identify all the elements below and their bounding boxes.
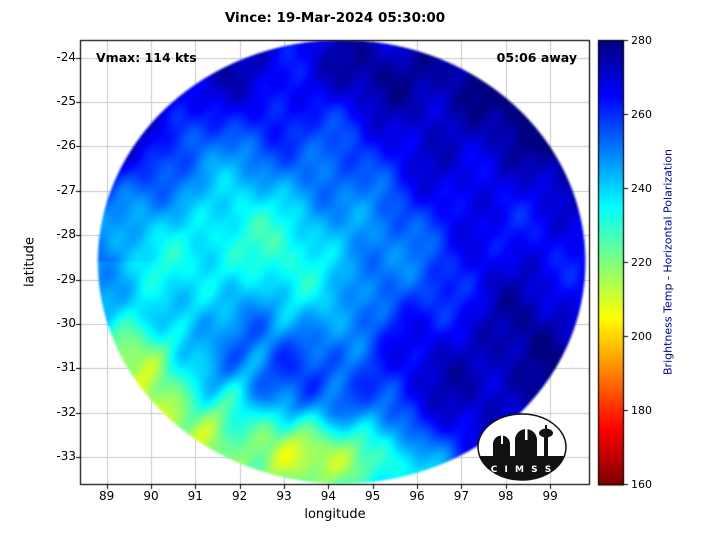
x-tick-label: 95 <box>365 489 381 503</box>
colorbar-tick-label: 220 <box>631 256 652 269</box>
x-tick-label: 99 <box>542 489 558 503</box>
cimss-logo-text: C I M S S <box>491 465 553 475</box>
x-tick-label: 89 <box>98 489 115 503</box>
x-tick-label: 96 <box>409 489 425 503</box>
y-tick-label: -24 <box>56 49 76 64</box>
x-tick-label: 97 <box>453 489 470 503</box>
colorbar-tick-label: 160 <box>631 478 652 491</box>
colorbar-tick-label: 180 <box>631 404 652 417</box>
chart-title: Vince: 19-Mar-2024 05:30:00 <box>224 10 446 26</box>
x-tick-label: 90 <box>143 489 159 503</box>
x-tick-label: 93 <box>276 489 292 503</box>
y-tick-label: -27 <box>56 182 76 197</box>
colorbar-tick-label: 260 <box>631 108 652 121</box>
cimss-logo: C I M S S <box>477 413 567 481</box>
y-tick-labels: -24 -25 -26 -27 -28 -29 -30 -31 -32 -33 <box>40 0 76 540</box>
colorbar-tick-label: 200 <box>631 330 652 343</box>
y-axis-label: latitude <box>22 237 38 287</box>
x-tick-label: 92 <box>232 489 248 503</box>
x-axis-label: longitude <box>304 507 366 522</box>
y-tick-label: -30 <box>56 315 76 330</box>
y-tick-label: -26 <box>56 138 76 153</box>
colorbar-tick-label: 280 <box>631 34 652 47</box>
y-tick-label: -28 <box>56 227 76 242</box>
y-tick-label: -32 <box>56 404 76 419</box>
x-tick-label: 94 <box>320 489 336 503</box>
x-tick-label: 91 <box>187 489 203 503</box>
y-tick-label: -25 <box>56 94 76 109</box>
x-tick-label: 98 <box>498 489 514 503</box>
y-tick-label: -31 <box>56 360 76 375</box>
vmax-annotation: Vmax: 114 kts <box>96 50 197 65</box>
y-tick-label: -29 <box>56 271 76 286</box>
colorbar-tick-label: 240 <box>631 182 652 195</box>
time-annotation: 05:06 away <box>496 50 577 65</box>
x-tick-labels: 89 90 91 92 93 94 95 96 97 98 99 <box>0 489 720 505</box>
y-tick-label: -33 <box>56 449 76 464</box>
colorbar-tick-labels: 160 180 200 220 240 260 280 <box>631 0 671 540</box>
